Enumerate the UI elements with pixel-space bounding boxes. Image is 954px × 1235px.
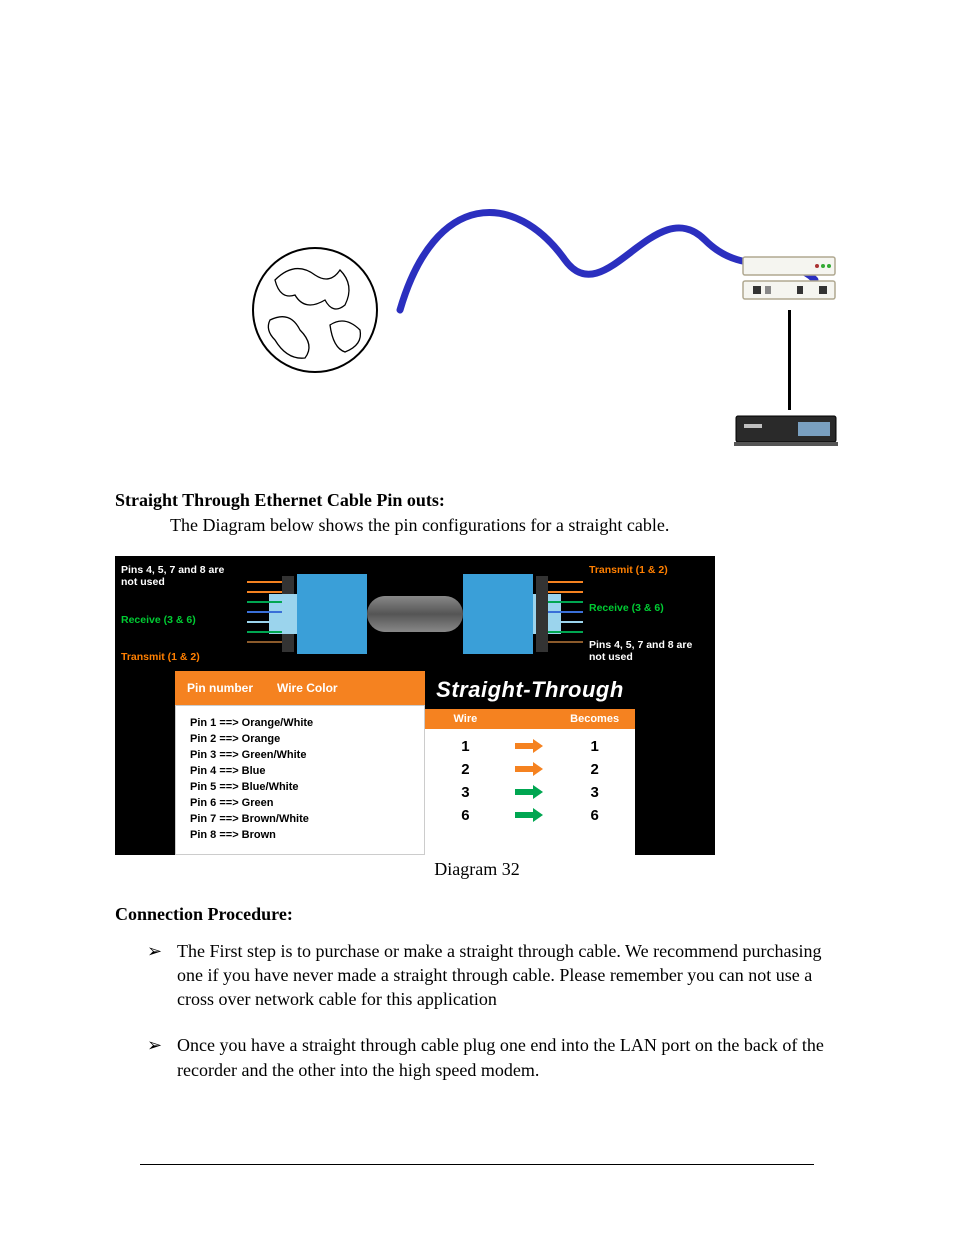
pin-table-header: Pin number Wire Color	[175, 671, 425, 705]
st-row: 11	[425, 735, 635, 758]
label-receive-left: Receive (3 & 6)	[121, 614, 241, 626]
pin-row: Pin 4 ==> Blue	[190, 764, 410, 780]
document-page: Straight Through Ethernet Cable Pin outs…	[0, 0, 954, 1235]
ethernet-link-icon	[788, 310, 791, 410]
label-unused-left: Pins 4, 5, 7 and 8 are not used	[121, 564, 241, 588]
label-receive-right: Receive (3 & 6)	[589, 602, 709, 614]
arrow-icon	[515, 741, 545, 751]
cable-pinout-diagram: Pins 4, 5, 7 and 8 are not used Receive …	[115, 556, 715, 855]
label-transmit-left: Transmit (1 & 2)	[121, 651, 241, 663]
pin-row: Pin 8 ==> Brown	[190, 828, 410, 844]
st-wire: 1	[425, 738, 506, 755]
arrow-icon	[515, 787, 545, 797]
st-row: 66	[425, 804, 635, 827]
procedure-item: The First step is to purchase or make a …	[147, 939, 839, 1012]
pin-header-number: Pin number	[187, 681, 277, 695]
procedure-heading: Connection Procedure:	[115, 904, 839, 925]
cable-right-labels: Transmit (1 & 2) Receive (3 & 6) Pins 4,…	[583, 556, 715, 671]
procedure-item: Once you have a straight through cable p…	[147, 1033, 839, 1082]
straight-through-table: Straight-Through Wire Becomes 11223366	[425, 671, 635, 855]
pin-header-color: Wire Color	[277, 681, 338, 695]
network-topology-diagram	[245, 120, 839, 450]
pinouts-heading: Straight Through Ethernet Cable Pin outs…	[115, 490, 839, 511]
dvr-device-icon	[734, 410, 839, 455]
pinouts-description: The Diagram below shows the pin configur…	[170, 515, 839, 536]
globe-icon	[245, 240, 385, 380]
st-title: Straight-Through	[425, 671, 635, 709]
pin-row: Pin 7 ==> Brown/White	[190, 812, 410, 828]
pin-row: Pin 3 ==> Green/White	[190, 748, 410, 764]
footer-rule	[140, 1164, 814, 1165]
pin-row: Pin 1 ==> Orange/White	[190, 716, 410, 732]
pin-row: Pin 5 ==> Blue/White	[190, 780, 410, 796]
st-subheader: Wire Becomes	[425, 709, 635, 729]
label-unused-right: Pins 4, 5, 7 and 8 are not used	[589, 639, 709, 663]
st-wire: 3	[425, 784, 506, 801]
modem-icon	[739, 255, 839, 310]
st-row: 33	[425, 781, 635, 804]
arrow-icon	[515, 810, 545, 820]
pin-row: Pin 6 ==> Green	[190, 796, 410, 812]
st-wire: 2	[425, 761, 506, 778]
st-sub-wire: Wire	[425, 713, 506, 725]
st-becomes: 1	[554, 738, 635, 755]
pin-color-table: Pin number Wire Color Pin 1 ==> Orange/W…	[175, 671, 425, 855]
label-transmit-right: Transmit (1 & 2)	[589, 564, 709, 576]
procedure-list: The First step is to purchase or make a …	[147, 939, 839, 1082]
st-becomes: 3	[554, 784, 635, 801]
cable-left-labels: Pins 4, 5, 7 and 8 are not used Receive …	[115, 556, 247, 671]
arrow-icon	[515, 764, 545, 774]
st-becomes: 6	[554, 807, 635, 824]
st-becomes: 2	[554, 761, 635, 778]
cable-connectors	[247, 556, 583, 671]
diagram-caption: Diagram 32	[177, 859, 777, 880]
pin-row: Pin 2 ==> Orange	[190, 732, 410, 748]
st-row: 22	[425, 758, 635, 781]
st-wire: 6	[425, 807, 506, 824]
cable-illustration: Pins 4, 5, 7 and 8 are not used Receive …	[115, 556, 715, 671]
st-sub-becomes: Becomes	[554, 713, 635, 725]
